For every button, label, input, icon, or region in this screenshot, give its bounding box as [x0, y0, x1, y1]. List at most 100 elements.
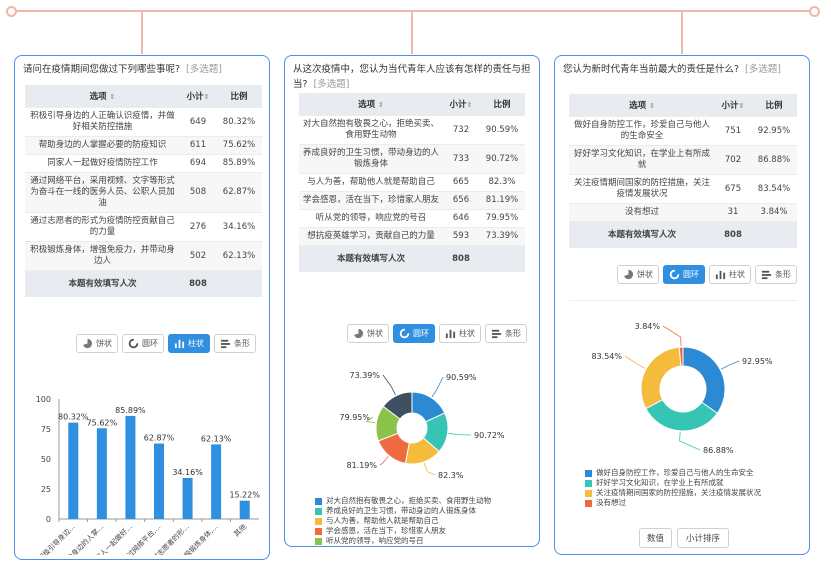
timeline-end-dot — [809, 6, 820, 17]
bar[interactable] — [239, 500, 250, 519]
pie-button[interactable]: 饼状 — [76, 334, 118, 353]
donut-button[interactable]: 圆环 — [663, 265, 705, 284]
legend-swatch — [585, 499, 592, 507]
column-button[interactable]: 柱状 — [709, 265, 751, 284]
legend-item[interactable]: 关注疫情期间国家的防控措施，关注疫情发展状况 — [585, 488, 805, 498]
table-header-row: 选项 ⇕ 小计⇕ 比例 — [299, 93, 525, 116]
legend-item[interactable]: 听从党的领导，响应党的号召 — [315, 536, 530, 546]
column-header-option[interactable]: 选项 ⇕ — [299, 93, 443, 116]
label-leader — [365, 416, 376, 424]
bar[interactable] — [125, 415, 136, 519]
legend-label: 对大自然抱有敬畏之心，拒绝买卖、食用野生动物 — [326, 496, 491, 505]
data-label: 92.95% — [742, 357, 773, 366]
donut-slice[interactable] — [678, 346, 684, 367]
data-label: 62.87% — [144, 434, 175, 443]
total-row: 本题有效填写人次 808 — [299, 245, 525, 272]
bar[interactable] — [96, 428, 107, 519]
column-header-count[interactable]: 小计⇕ — [180, 85, 216, 108]
bar-chart-icon — [445, 328, 456, 339]
button-label: 圆环 — [683, 270, 699, 279]
bar-button[interactable]: 条形 — [214, 334, 256, 353]
donut-slice[interactable] — [382, 391, 413, 420]
option-cell: 积极引导身边的人正确认识疫情，并做好相关防控措施 — [25, 107, 180, 137]
ratio-cell: 75.62% — [216, 136, 262, 155]
count-cell: 732 — [443, 115, 479, 145]
legend-item[interactable]: 养成良好的卫生习惯，带动身边的人锻炼身体 — [315, 506, 530, 516]
legend-item[interactable]: 做好自身防控工作，珍爱自己与他人的生命安全 — [585, 468, 805, 478]
legend-item[interactable]: 学会感恩，活在当下，珍惜家人朋友 — [315, 526, 530, 536]
column-button[interactable]: 柱状 — [168, 334, 210, 353]
legend-swatch — [315, 497, 322, 505]
count-cell: 751 — [715, 116, 751, 146]
y-tick-label: 100 — [36, 395, 51, 404]
bar[interactable] — [211, 444, 222, 519]
count-cell: 31 — [715, 203, 751, 222]
bar[interactable] — [182, 478, 193, 519]
label-leader — [431, 376, 444, 398]
column-header-ratio: 比例 — [216, 85, 262, 108]
sort-icon[interactable]: ⇕ — [466, 101, 473, 109]
data-label: 81.19% — [346, 461, 377, 470]
column-header-count[interactable]: 小计⇕ — [715, 94, 751, 117]
column-header-option[interactable]: 选项 ⇕ — [569, 94, 715, 117]
chart-legend: 对大自然抱有敬畏之心，拒绝买卖、食用野生动物 养成良好的卫生习惯，带动身边的人锻炼… — [315, 496, 530, 546]
chart-type-switcher: 饼状 圆环 柱状 条形 — [617, 265, 797, 284]
pie-button[interactable]: 饼状 — [347, 324, 389, 343]
legend-item[interactable]: 对大自然抱有敬畏之心，拒绝买卖、食用野生动物 — [315, 496, 530, 506]
legend-item[interactable]: 没有想过 — [585, 498, 805, 508]
sort-icon[interactable]: ⇕ — [203, 93, 210, 101]
table-row: 没有想过 31 3.84% — [569, 203, 797, 222]
table-row: 听从党的领导，响应党的号召 646 79.95% — [299, 209, 525, 228]
column-button[interactable]: 柱状 — [439, 324, 481, 343]
count-cell: 593 — [443, 227, 479, 246]
donut-chart-icon — [399, 328, 410, 339]
legend-swatch — [315, 517, 322, 525]
results-table: 选项 ⇕ 小计⇕ 比例 积极引导身边的人正确认识疫情，并做好相关防控措施 649 80.3… — [25, 85, 262, 297]
timeline-connector — [141, 12, 143, 54]
bar[interactable] — [154, 443, 164, 519]
bar-button[interactable]: 条形 — [755, 265, 797, 284]
button-label: 条形 — [775, 270, 791, 279]
count-cell: 611 — [180, 136, 216, 155]
legend-item[interactable]: 与人为善，帮助他人就是帮助自己 — [315, 516, 530, 526]
donut-chart: 90.59% 90.72% 82.3% 81.19% 79.95% 73.39% — [339, 371, 504, 480]
ratio-cell: 62.13% — [216, 241, 262, 271]
value-button[interactable]: 数值 — [639, 528, 672, 548]
column-header-count[interactable]: 小计⇕ — [443, 93, 479, 116]
sort-icon[interactable]: ⇕ — [738, 102, 745, 110]
option-cell: 做好自身防控工作，珍爱自己与他人的生命安全 — [569, 116, 715, 146]
sort-icon[interactable]: ⇕ — [649, 102, 655, 110]
pie-button[interactable]: 饼状 — [617, 265, 659, 284]
timeline-connector — [681, 12, 683, 54]
sort-icon[interactable]: ⇕ — [378, 101, 384, 109]
legend-item[interactable]: 好好学习文化知识，在学业上有所成就 — [585, 478, 805, 488]
option-cell: 同家人一起做好疫情防控工作 — [25, 154, 180, 173]
sort-by-count-button[interactable]: 小计排序 — [677, 528, 729, 548]
label-leader — [720, 360, 740, 370]
data-label: 82.3% — [438, 471, 464, 480]
option-cell: 对大自然抱有敬畏之心，拒绝买卖、食用野生动物 — [299, 115, 443, 145]
bar[interactable] — [68, 422, 79, 519]
pie-chart-icon — [82, 338, 93, 349]
count-cell: 694 — [180, 154, 216, 173]
ratio-cell: 90.72% — [479, 144, 525, 174]
button-label: 圆环 — [142, 339, 158, 348]
legend-swatch — [585, 479, 592, 487]
column-header-option[interactable]: 选项 ⇕ — [25, 85, 180, 108]
donut-button[interactable]: 圆环 — [122, 334, 164, 353]
donut-button[interactable]: 圆环 — [393, 324, 435, 343]
ratio-cell: 85.89% — [216, 154, 262, 173]
question-text: 您认为新时代青年当前最大的责任是什么? — [563, 64, 740, 75]
data-label: 79.95% — [339, 413, 370, 422]
y-tick-label: 0 — [46, 515, 51, 524]
timeline-line — [10, 10, 816, 12]
donut-slice[interactable] — [640, 346, 682, 410]
label-leader — [448, 432, 472, 436]
bar-button[interactable]: 条形 — [485, 324, 527, 343]
legend-label: 学会感恩，活在当下，珍惜家人朋友 — [326, 526, 446, 535]
table-row: 通过网络平台，采用视频、文字等形式为奋斗在一线的医务人员、公职人员加油 508 62… — [25, 172, 262, 213]
sort-icon[interactable]: ⇕ — [109, 93, 116, 101]
donut-chart-icon — [669, 269, 680, 280]
ratio-cell: 86.88% — [751, 145, 797, 175]
button-label: 柱状 — [188, 339, 204, 348]
